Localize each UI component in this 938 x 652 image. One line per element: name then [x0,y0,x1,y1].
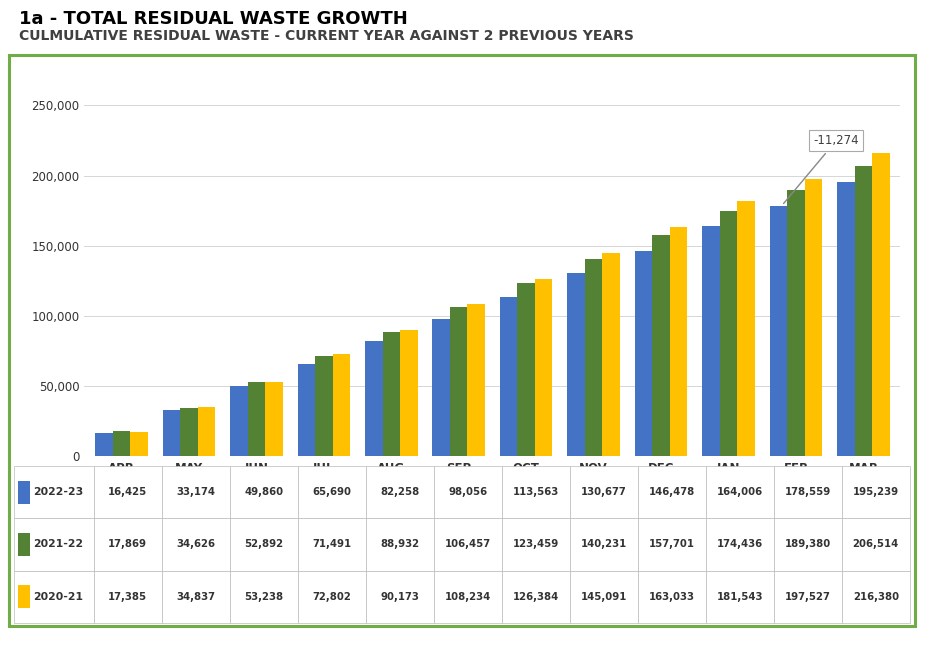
Bar [518,283,535,456]
Text: 71,491: 71,491 [312,539,352,550]
Text: 34,837: 34,837 [176,591,216,602]
Bar [855,166,872,456]
Bar [96,434,113,456]
Text: 140,231: 140,231 [581,539,627,550]
Bar [872,153,889,456]
Bar [535,279,552,456]
Text: 65,690: 65,690 [312,487,352,497]
Text: 98,056: 98,056 [448,487,488,497]
Bar [467,304,485,456]
Text: 181,543: 181,543 [717,591,764,602]
Bar [450,307,467,456]
Bar [703,226,719,456]
Text: 90,173: 90,173 [381,591,419,602]
Text: 52,892: 52,892 [244,539,283,550]
Bar [652,235,670,456]
Text: 108,234: 108,234 [445,591,491,602]
Text: 17,869: 17,869 [108,539,147,550]
Bar [162,410,180,456]
Bar [567,273,585,456]
Bar [635,251,652,456]
Bar [130,432,148,456]
Text: 178,559: 178,559 [785,487,831,497]
Text: 49,860: 49,860 [244,487,283,497]
Bar [400,330,417,456]
Text: 206,514: 206,514 [853,539,899,550]
Text: 164,006: 164,006 [717,487,763,497]
Text: 16,425: 16,425 [108,487,147,497]
Text: 216,380: 216,380 [853,591,899,602]
Text: 174,436: 174,436 [717,539,763,550]
Bar [432,319,450,456]
Text: 123,459: 123,459 [513,539,559,550]
Bar [265,381,282,456]
Bar [180,408,198,456]
Text: 106,457: 106,457 [445,539,491,550]
Text: 2021-22: 2021-22 [33,539,83,550]
Text: 17,385: 17,385 [108,591,147,602]
Bar [585,259,602,456]
Bar [248,382,265,456]
Text: 53,238: 53,238 [244,591,283,602]
Text: 72,802: 72,802 [312,591,351,602]
Text: 157,701: 157,701 [649,539,695,550]
Bar [602,252,620,456]
Text: -11,274: -11,274 [783,134,859,203]
Text: 2020-21: 2020-21 [33,591,83,602]
Bar [770,205,787,456]
Text: 130,677: 130,677 [581,487,627,497]
Text: 33,174: 33,174 [176,487,216,497]
Text: 2022-23: 2022-23 [33,487,83,497]
Text: 145,091: 145,091 [581,591,627,602]
Text: 126,384: 126,384 [513,591,559,602]
Text: CULMULATIVE RESIDUAL WASTE - CURRENT YEAR AGAINST 2 PREVIOUS YEARS: CULMULATIVE RESIDUAL WASTE - CURRENT YEA… [19,29,634,43]
Text: 34,626: 34,626 [176,539,216,550]
Bar [198,408,215,456]
Bar [230,387,248,456]
Text: 1a - TOTAL RESIDUAL WASTE GROWTH: 1a - TOTAL RESIDUAL WASTE GROWTH [19,10,407,28]
Text: 146,478: 146,478 [649,487,695,497]
Text: 163,033: 163,033 [649,591,695,602]
Text: 82,258: 82,258 [380,487,419,497]
Bar [787,190,805,456]
Bar [719,211,737,456]
Bar [500,297,518,456]
Text: 189,380: 189,380 [785,539,831,550]
Bar [737,201,755,456]
Bar [383,331,400,456]
Bar [837,182,855,456]
Bar [805,179,823,456]
Bar [670,228,688,456]
Bar [113,432,130,456]
Bar [297,364,315,456]
Text: 113,563: 113,563 [513,487,559,497]
Bar [365,341,383,456]
Bar [315,356,333,456]
Text: 88,932: 88,932 [380,539,419,550]
Text: 195,239: 195,239 [853,487,899,497]
Text: 197,527: 197,527 [785,591,831,602]
Bar [333,354,350,456]
